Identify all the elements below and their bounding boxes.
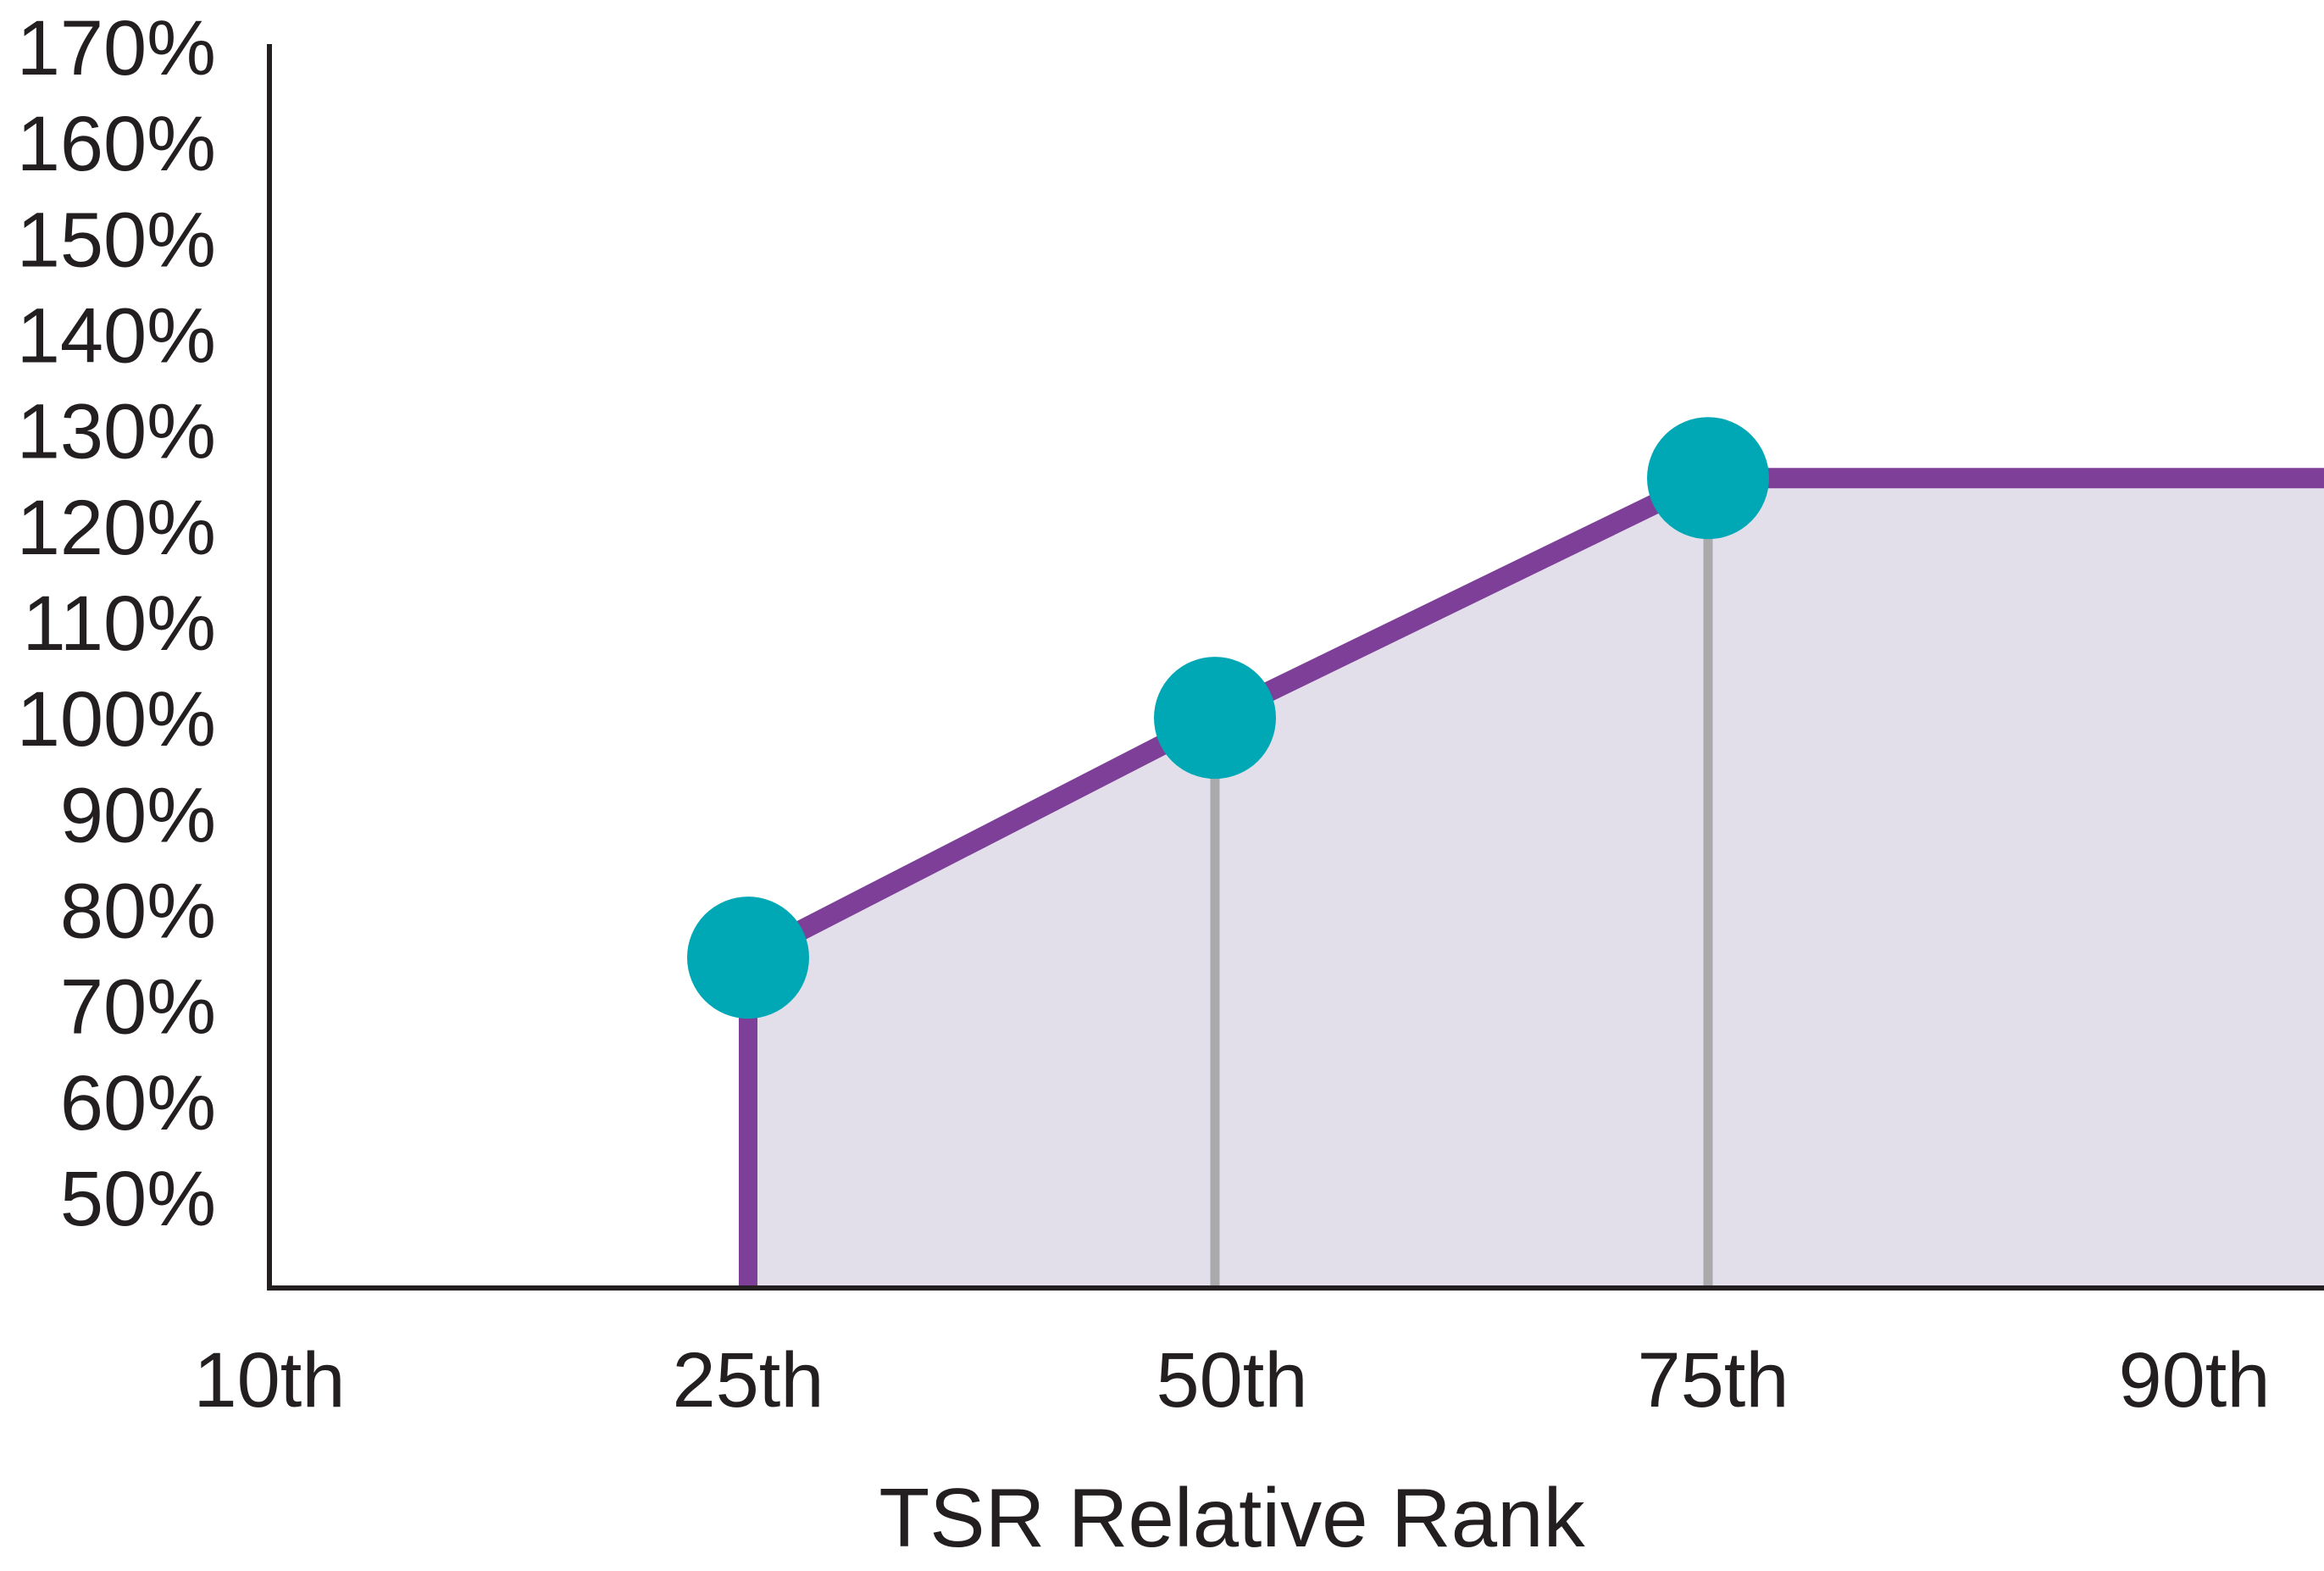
x-axis-title: TSR Relative Rank — [879, 1471, 1585, 1564]
y-tick-label: 100% — [17, 676, 216, 763]
y-tick-label: 160% — [17, 101, 216, 187]
x-tick-label: 50th — [1156, 1337, 1307, 1424]
x-tick-label: 75th — [1637, 1337, 1789, 1424]
y-tick-labels: 50% 60% 70% 80% 90% 100% 110% 120% 130% 140% 150% 1… — [17, 5, 216, 1242]
y-tick-label: 150% — [17, 197, 216, 283]
y-tick-label: 110% — [23, 580, 216, 667]
marker-75th — [1647, 417, 1769, 540]
marker-50th — [1154, 657, 1276, 780]
y-tick-label: 170% — [17, 5, 216, 92]
markers — [687, 417, 1769, 1019]
y-tick-label: 140% — [17, 293, 216, 380]
area-fill — [748, 478, 2324, 1288]
x-tick-label: 90th — [2118, 1337, 2270, 1424]
y-tick-label: 130% — [17, 389, 216, 475]
y-tick-label: 60% — [60, 1060, 216, 1146]
series-line — [743, 468, 2324, 967]
x-tick-labels: 10th 25th 50th 75th 90th — [193, 1337, 2270, 1424]
y-tick-label: 70% — [60, 964, 216, 1051]
y-tick-label: 80% — [60, 869, 216, 955]
y-tick-label: 90% — [60, 772, 216, 858]
x-tick-label: 25th — [672, 1337, 824, 1424]
x-tick-label: 10th — [193, 1337, 345, 1424]
y-tick-label: 50% — [60, 1156, 216, 1242]
y-tick-label: 120% — [17, 485, 216, 571]
marker-25th — [687, 897, 809, 1019]
